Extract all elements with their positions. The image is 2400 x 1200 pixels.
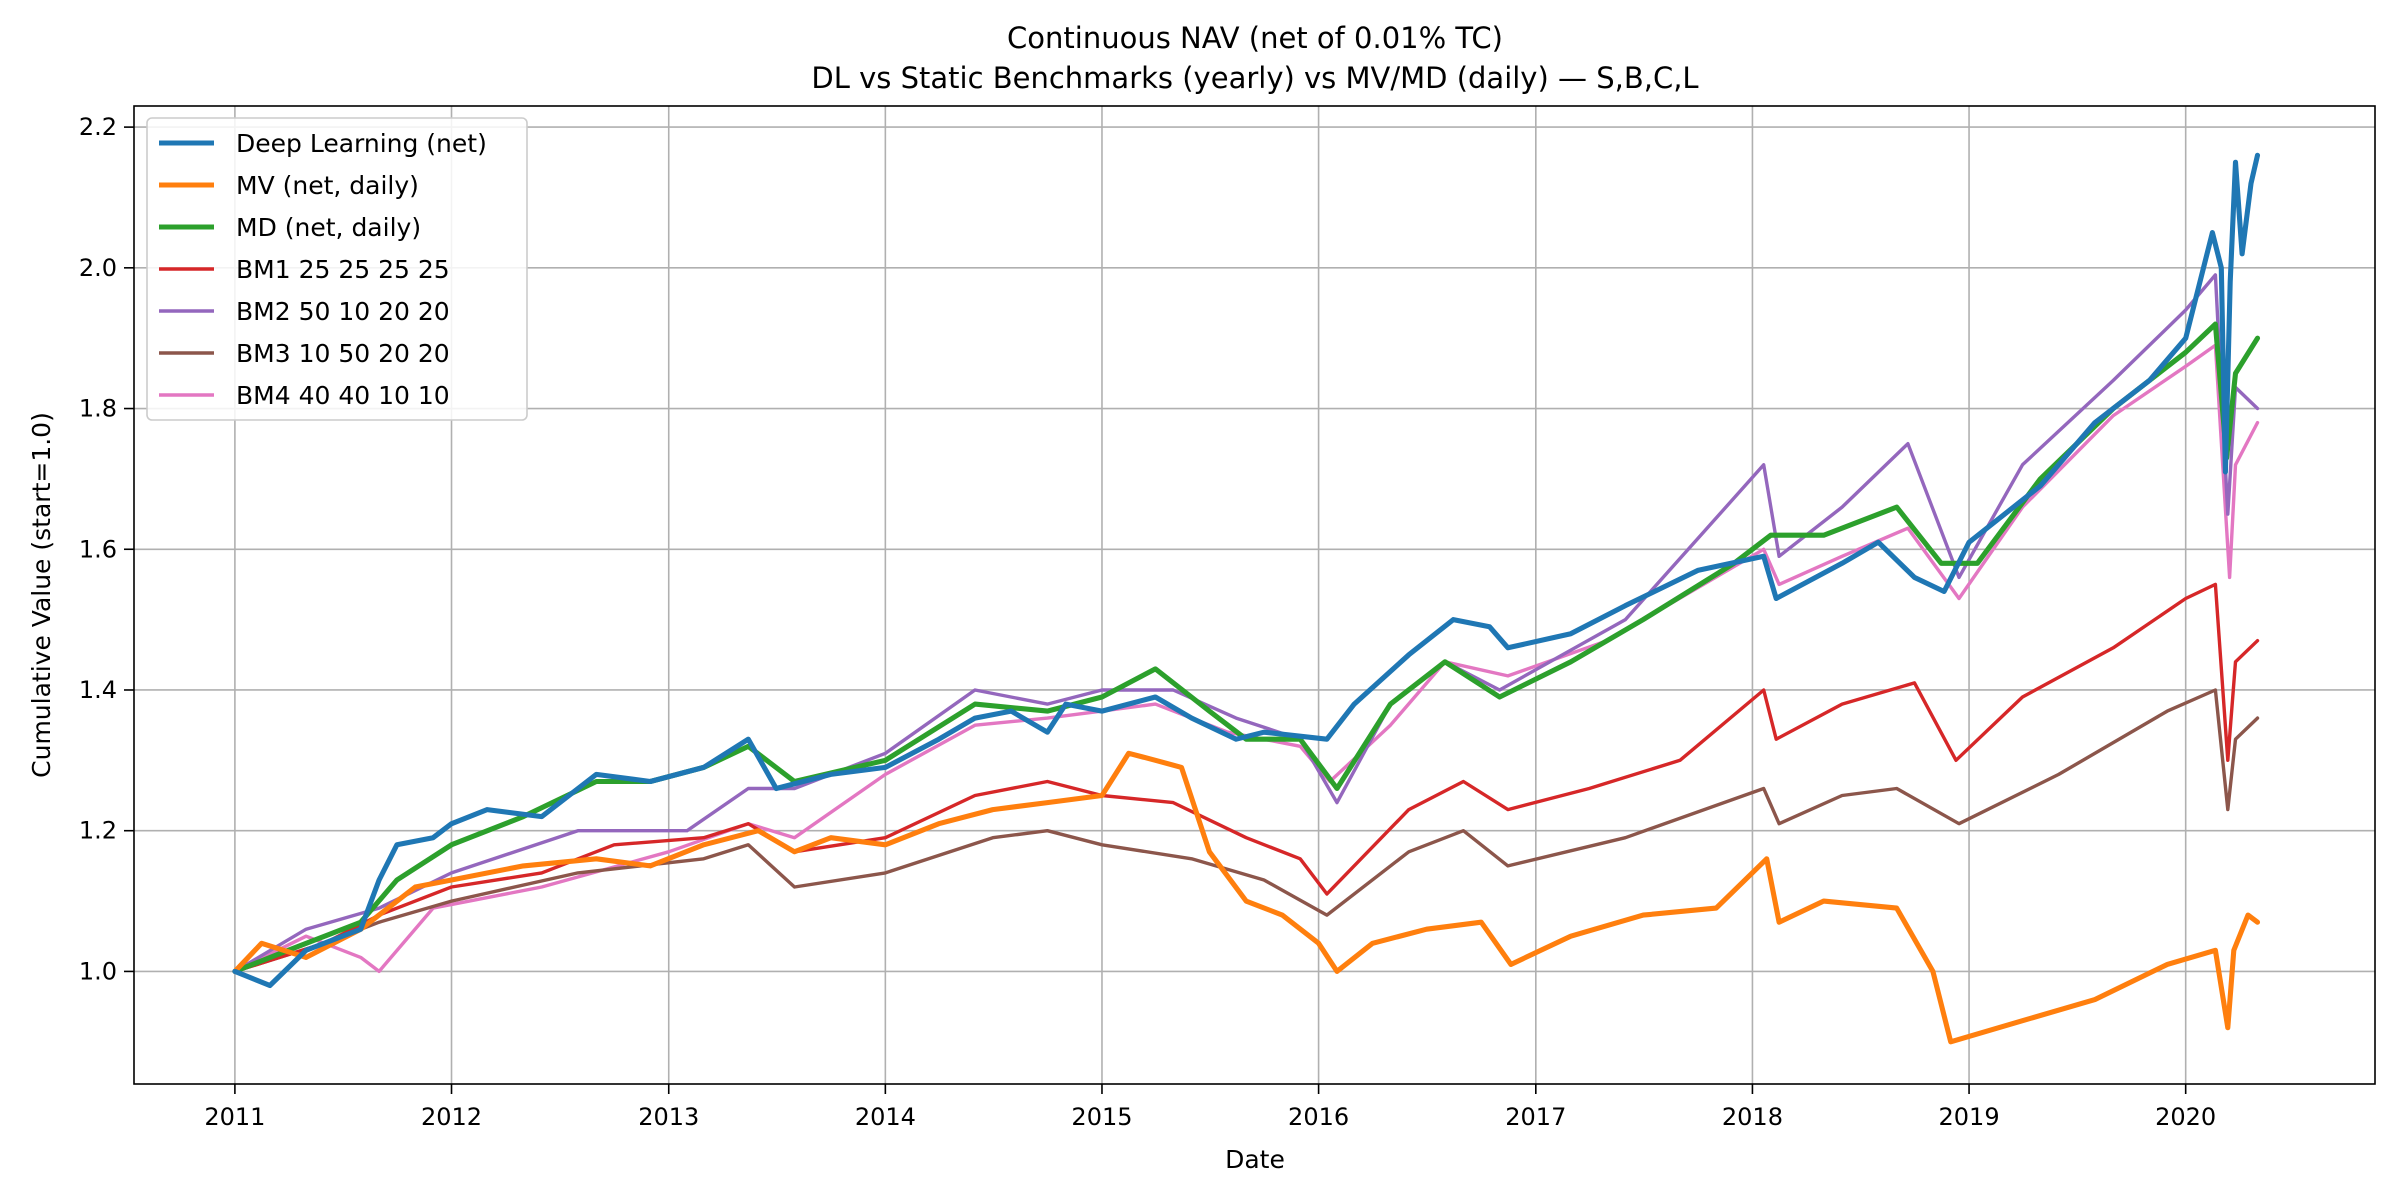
legend-label: BM2 50 10 20 20 (236, 297, 450, 326)
series-line-4 (233, 273, 2260, 974)
y-tick-label: 2.2 (79, 113, 117, 141)
legend: Deep Learning (net) MV (net, daily) MD (ne… (146, 117, 528, 421)
legend-items: Deep Learning (net) MV (net, daily) MD (ne… (159, 129, 487, 410)
x-axis-label: Date (1225, 1145, 1285, 1174)
y-tick-label: 2.0 (79, 254, 117, 282)
x-tick-label: 2017 (1505, 1103, 1566, 1131)
x-tick-label: 2015 (1071, 1103, 1132, 1131)
series-line-3 (233, 582, 2260, 974)
legend-label: MV (net, daily) (236, 171, 419, 200)
legend-label: Deep Learning (net) (236, 129, 487, 158)
series-lines (232, 152, 2261, 1045)
chart-title: Continuous NAV (net of 0.01% TC) (1007, 21, 1503, 55)
chart-subtitle: DL vs Static Benchmarks (yearly) vs MV/M… (811, 61, 1698, 95)
legend-label: BM4 40 40 10 10 (236, 381, 450, 410)
series-line-1 (232, 750, 2261, 1045)
y-axis-ticks: 1.0 1.2 1.4 1.6 1.8 2.0 2.2 (79, 113, 134, 985)
y-tick-label: 1.6 (79, 535, 117, 563)
x-tick-label: 2019 (1939, 1103, 2000, 1131)
legend-label: MD (net, daily) (236, 213, 421, 242)
x-tick-label: 2013 (638, 1103, 699, 1131)
y-tick-label: 1.2 (79, 817, 117, 845)
grid-lines (134, 106, 2375, 1084)
y-axis-label: Cumulative Value (start=1.0) (27, 412, 56, 778)
legend-box (146, 117, 528, 421)
x-tick-label: 2014 (855, 1103, 916, 1131)
y-tick-label: 1.4 (79, 676, 117, 704)
x-tick-label: 2016 (1288, 1103, 1349, 1131)
x-tick-label: 2020 (2155, 1103, 2216, 1131)
series-line-6 (233, 343, 2260, 974)
y-tick-label: 1.0 (79, 957, 117, 985)
x-tick-label: 2011 (204, 1103, 265, 1131)
x-tick-label: 2018 (1722, 1103, 1783, 1131)
series-line-0 (232, 152, 2261, 989)
plot-frame (133, 105, 2376, 1085)
x-tick-label: 2012 (421, 1103, 482, 1131)
y-tick-label: 1.8 (79, 395, 117, 423)
legend-label: BM3 10 50 20 20 (236, 339, 450, 368)
x-axis-ticks: 2011 2012 2013 2014 2015 2016 2017 2018 2019 2020 (204, 1084, 2216, 1131)
series-line-5 (233, 688, 2260, 974)
legend-label: BM1 25 25 25 25 (236, 255, 450, 284)
